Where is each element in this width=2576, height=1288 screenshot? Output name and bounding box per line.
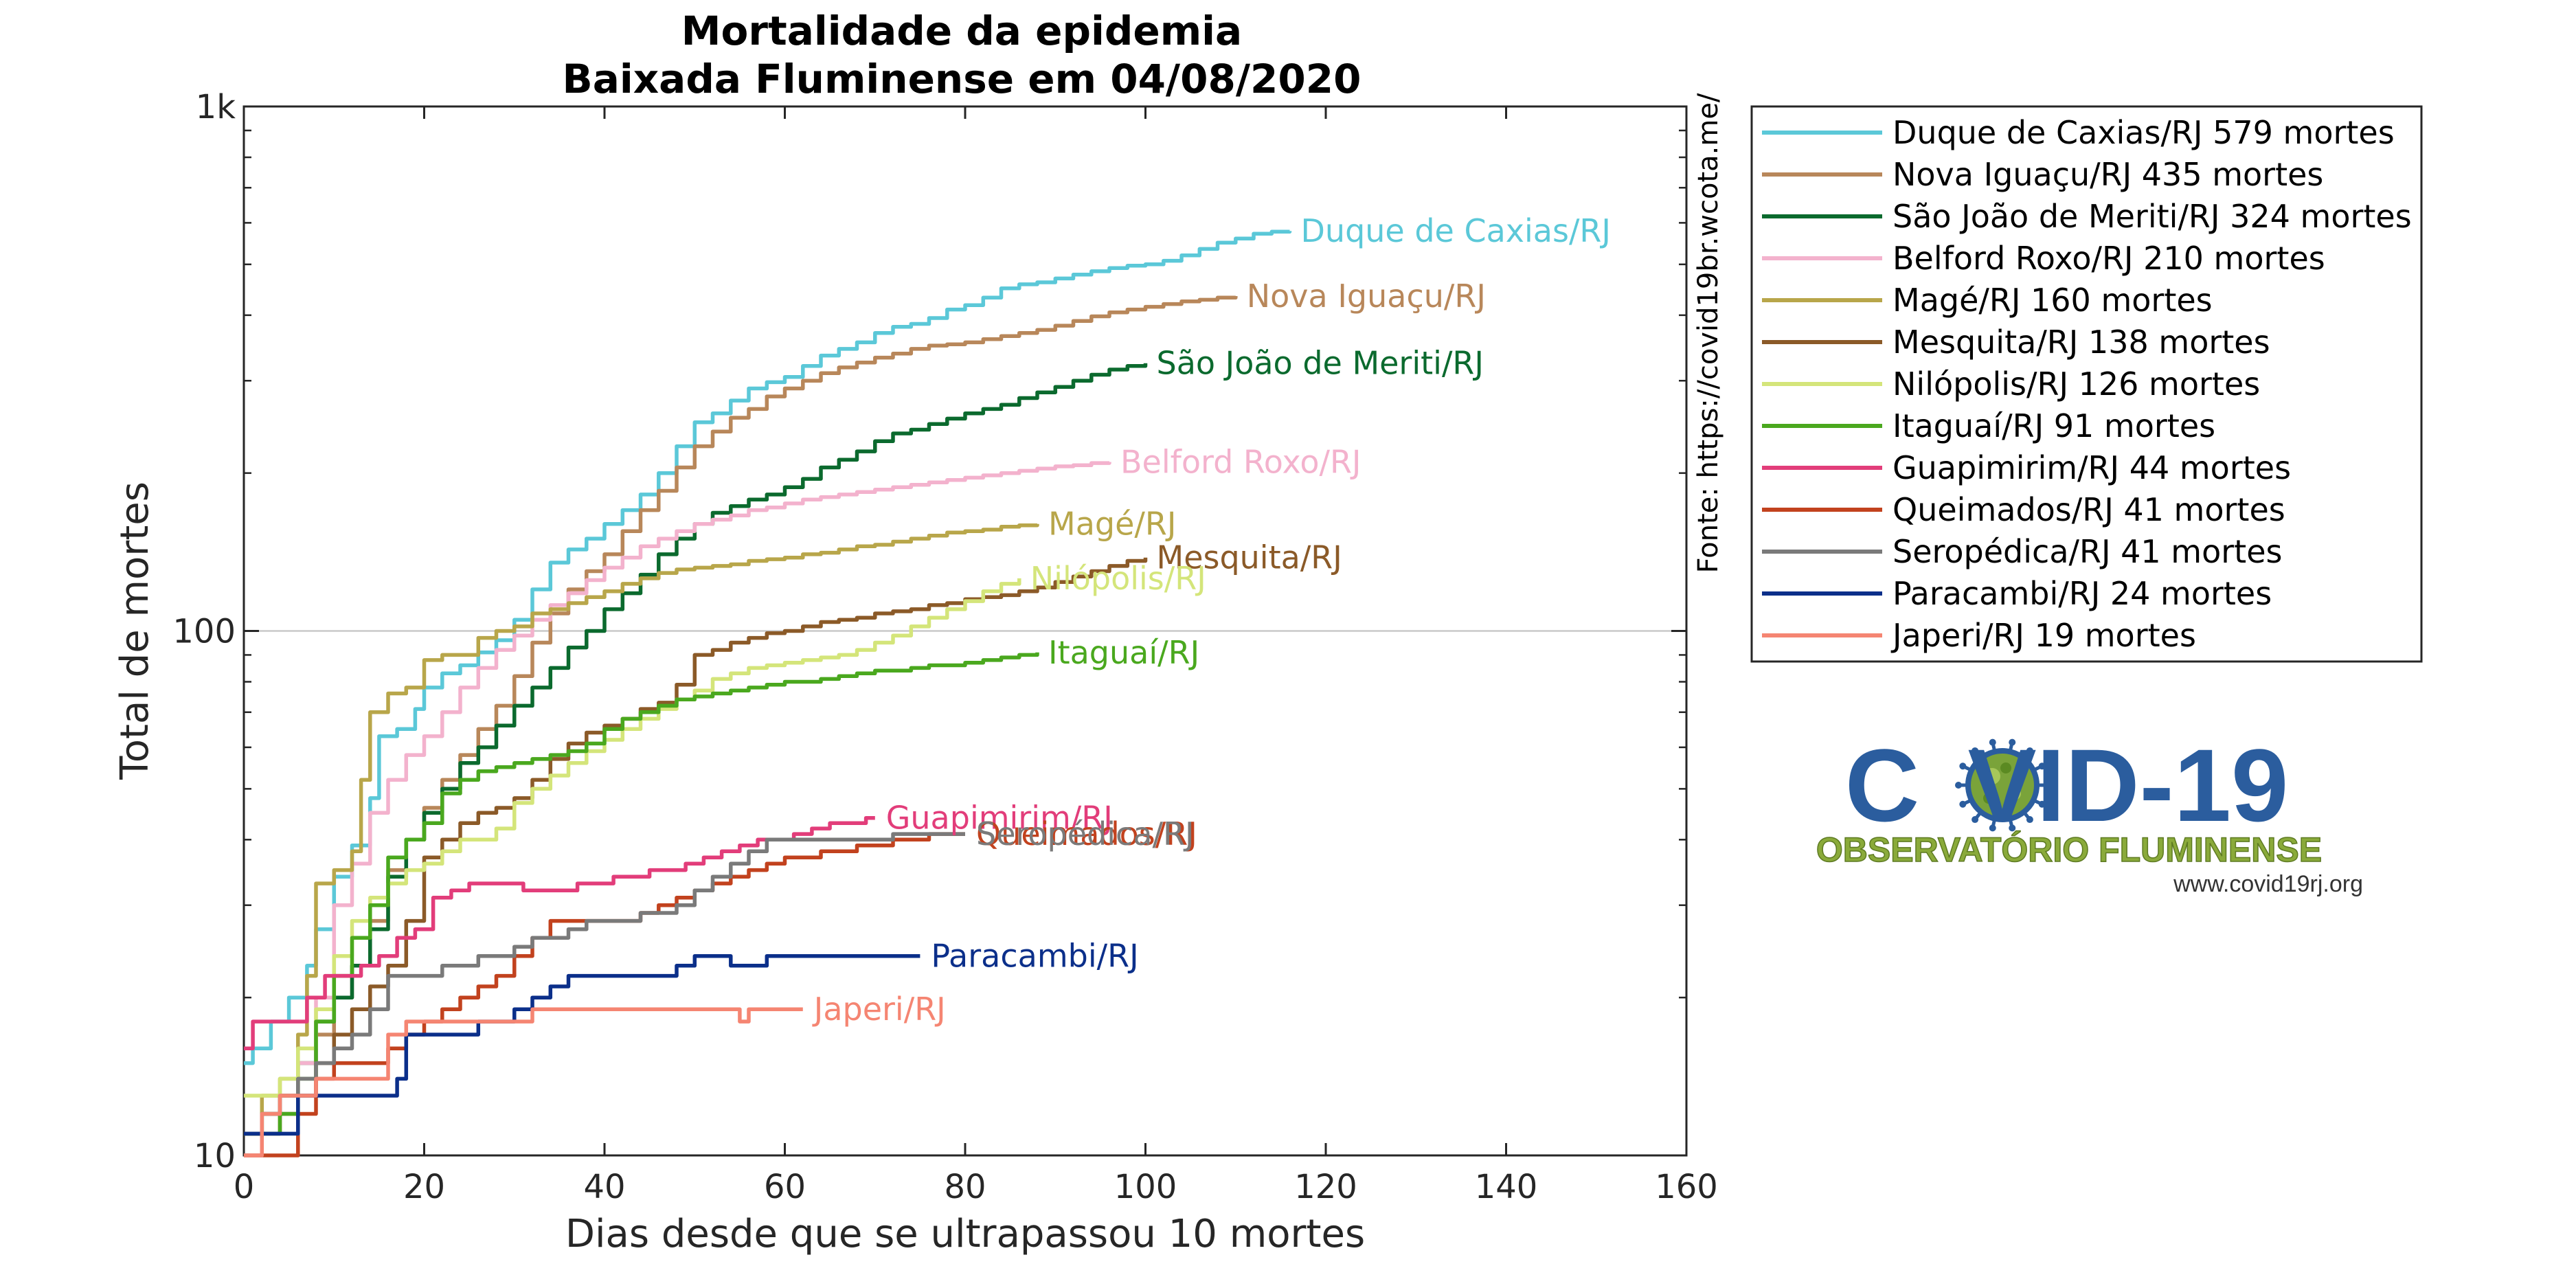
logo-word-vid19: VID-19	[1968, 727, 2289, 843]
legend-entry: Mesquita/RJ 138 mortes	[1893, 324, 2270, 361]
legend-entry: Nova Iguaçu/RJ 435 mortes	[1893, 156, 2323, 193]
legend-entry: Magé/RJ 160 mortes	[1893, 282, 2213, 319]
series-line-belford-roxo-rj	[244, 461, 1111, 1157]
series-label-queimados-rj: Queimados/RJ	[976, 815, 1197, 852]
series-label-duque-de-caxias-rj: Duque de Caxias/RJ	[1301, 212, 1611, 249]
series-label-nova-iguacu-rj: Nova Iguaçu/RJ	[1247, 278, 1486, 315]
covid19-logo: C VID-19 OBSERVATÓRIO FLUMINENSE www.cov…	[1816, 727, 2363, 897]
y-tick-label: 1k	[196, 88, 236, 126]
logo-subtitle: OBSERVATÓRIO FLUMINENSE	[1816, 831, 2322, 869]
axis-ticks: 0 20 40 60 80 100 120 140 160 10 100 1k	[172, 88, 1717, 1206]
series-line-mage-rj	[244, 523, 1039, 1136]
series-label-nilopolis-rj: Nilópolis/RJ	[1030, 560, 1206, 597]
chart-subtitle: Baixada Fluminense em 04/08/2020	[563, 56, 1362, 102]
series-label-japeri-rj: Japeri/RJ	[812, 991, 946, 1028]
y-tick-label: 10	[194, 1137, 236, 1175]
series-labels: Duque de Caxias/RJ Nova Iguaçu/RJ São João…	[812, 212, 1611, 1028]
series-label-itaguai-rj: Itaguaí/RJ	[1048, 634, 1199, 671]
x-axis-label: Dias desde que se ultrapassou 10 mortes	[565, 1212, 1365, 1256]
legend-entry: Guapimirim/RJ 44 mortes	[1893, 449, 2291, 486]
series-lines	[244, 229, 1292, 1157]
x-tick-label: 160	[1655, 1168, 1718, 1206]
legend-entry: Itaguaí/RJ 91 mortes	[1893, 407, 2215, 444]
legend-entry: Duque de Caxias/RJ 579 mortes	[1893, 114, 2395, 151]
series-line-duque-de-caxias-rj	[244, 229, 1292, 1065]
series-label-belford-roxo-rj: Belford Roxo/RJ	[1120, 443, 1362, 480]
x-tick-label: 0	[234, 1168, 255, 1206]
series-line-seropedica-rj	[244, 832, 965, 1136]
chart-title: Mortalidade da epidemia	[681, 8, 1242, 54]
series-line-japeri-rj	[244, 1007, 803, 1157]
series-line-itaguai-rj	[244, 652, 1039, 1136]
logo-url: www.covid19rj.org	[2173, 871, 2363, 897]
x-tick-label: 40	[583, 1168, 625, 1206]
series-label-seropedica-rj: Seropédica/RJ	[976, 815, 1195, 852]
source-note: Fonte: https://covid19br.wcota.me/	[1693, 93, 1724, 573]
virus-icon	[1955, 738, 2050, 832]
x-tick-label: 80	[944, 1168, 986, 1206]
x-tick-label: 60	[764, 1168, 806, 1206]
legend-entry: Paracambi/RJ 24 mortes	[1893, 575, 2272, 612]
series-label-guapimirim-rj: Guapimirim/RJ	[886, 800, 1113, 837]
series-label-sao-joao-de-meriti-rj: São João de Meriti/RJ	[1157, 345, 1484, 382]
legend-entry: São João de Meriti/RJ 324 mortes	[1893, 198, 2412, 235]
series-label-mesquita-rj: Mesquita/RJ	[1157, 539, 1342, 576]
legend-entry: Nilópolis/RJ 126 mortes	[1893, 365, 2260, 403]
legend-entry: Seropédica/RJ 41 mortes	[1893, 533, 2282, 570]
series-label-mage-rj: Magé/RJ	[1048, 506, 1176, 543]
x-tick-label: 140	[1475, 1168, 1538, 1206]
legend-entry: Queimados/RJ 41 mortes	[1893, 491, 2285, 528]
legend: Duque de Caxias/RJ 579 mortes Nova Iguaçu…	[1762, 114, 2412, 654]
x-tick-label: 120	[1294, 1168, 1357, 1206]
series-line-paracambi-rj	[244, 953, 920, 1136]
legend-entry: Japeri/RJ 19 mortes	[1890, 617, 2196, 654]
y-tick-label: 100	[172, 613, 236, 651]
x-tick-label: 100	[1114, 1168, 1177, 1206]
legend-entry: Belford Roxo/RJ 210 mortes	[1893, 240, 2325, 277]
series-label-paracambi-rj: Paracambi/RJ	[931, 938, 1138, 975]
series-line-mesquita-rj	[244, 557, 1148, 1136]
y-axis-label: Total de mortes	[113, 482, 157, 780]
x-tick-label: 20	[403, 1168, 445, 1206]
logo-word-c: C	[1845, 727, 1919, 843]
